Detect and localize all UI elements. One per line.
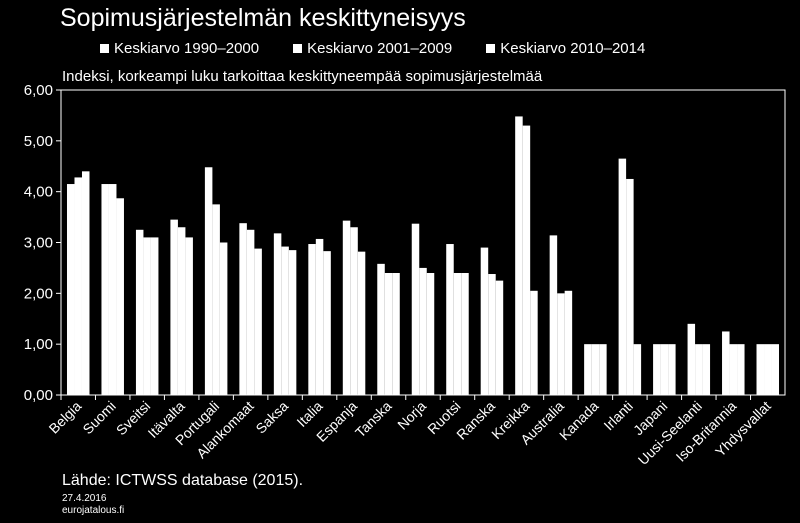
bar [170,219,178,395]
bar [357,251,366,395]
legend-swatch [486,44,496,53]
bar [764,344,772,395]
legend-item: Keskiarvo 2001–2009 [293,40,452,57]
bar [668,344,676,395]
bar [687,323,696,395]
bar [273,233,282,395]
y-tick-label: 4,00 [24,184,53,201]
bar [480,247,489,395]
bar [599,344,607,395]
legend-label: Keskiarvo 2001–2009 [307,40,453,57]
bar [626,178,634,395]
chart-subtitle: Indeksi, korkeampi luku tarkoittaa keski… [62,68,543,85]
bar [522,125,531,395]
bar [426,273,435,395]
bar [729,344,738,395]
bar [66,184,75,395]
bar [557,293,565,395]
bar [150,237,159,395]
bar [695,344,703,395]
bar [530,290,538,395]
x-tick-label: Ranska [453,398,498,443]
bar [74,177,82,395]
bar [660,344,669,395]
bar [384,273,393,395]
y-tick-label: 0,00 [24,387,53,404]
bar [515,116,523,395]
legend-swatch [100,44,109,53]
bar [737,344,745,395]
bar [549,235,558,395]
bar [584,344,592,395]
source-note: Lähde: ICTWSS database (2015). [62,472,304,489]
bar [143,237,151,395]
bar [377,263,385,395]
bar [392,273,400,395]
y-tick-label: 2,00 [24,285,53,302]
legend-swatch [293,44,303,53]
bar [254,248,262,395]
legend: Keskiarvo 1990–2000 Keskiarvo 2001–2009 … [100,40,645,57]
bar [288,250,297,395]
bar [419,267,427,395]
legend-item: Keskiarvo 2010–2014 [486,40,645,57]
bar [453,273,462,395]
bar [81,171,90,395]
x-tick-label: Norja [394,398,429,433]
bar [488,274,496,395]
bar [722,331,730,395]
bar [756,344,765,395]
bar [323,251,331,395]
bar [185,237,193,395]
bar [653,344,661,395]
bar [308,244,316,395]
bar [446,244,454,395]
bar [116,198,124,395]
y-tick-label: 5,00 [24,133,53,150]
x-tick-label: Kanada [556,398,602,444]
chart-title: Sopimusjärjestelmän keskittyneisyys [60,4,466,32]
date-stamp: 27.4.2016 [62,493,107,504]
y-tick-label: 1,00 [24,336,53,353]
bar [350,227,358,395]
x-tick-label: Tanska [352,398,395,441]
bar [204,167,213,395]
bar [281,246,289,395]
y-tick-label: 3,00 [24,235,53,252]
site-credit: eurojatalous.fi [62,505,125,516]
legend-label: Keskiarvo 1990–2000 [114,40,260,57]
bar [342,220,351,395]
bar [591,344,600,395]
legend-item: Keskiarvo 1990–2000 [100,40,259,57]
bar [633,344,642,395]
x-tick-label: Saksa [252,398,291,437]
bar [219,242,228,395]
bar [177,227,186,395]
bar [135,229,144,395]
legend-label: Keskiarvo 2010–2014 [500,40,646,57]
x-tick-label: Suomi [79,398,118,437]
bar [239,223,247,395]
bar [618,158,627,395]
bar [411,223,420,395]
y-tick-label: 6,00 [24,82,53,99]
bar [771,344,780,395]
bar [246,229,255,395]
bar [108,184,117,395]
bar [461,273,469,395]
bar [495,280,504,395]
bar [564,290,573,395]
bar [702,344,711,395]
bar [212,204,220,395]
bar [315,238,324,395]
bar [101,184,109,395]
